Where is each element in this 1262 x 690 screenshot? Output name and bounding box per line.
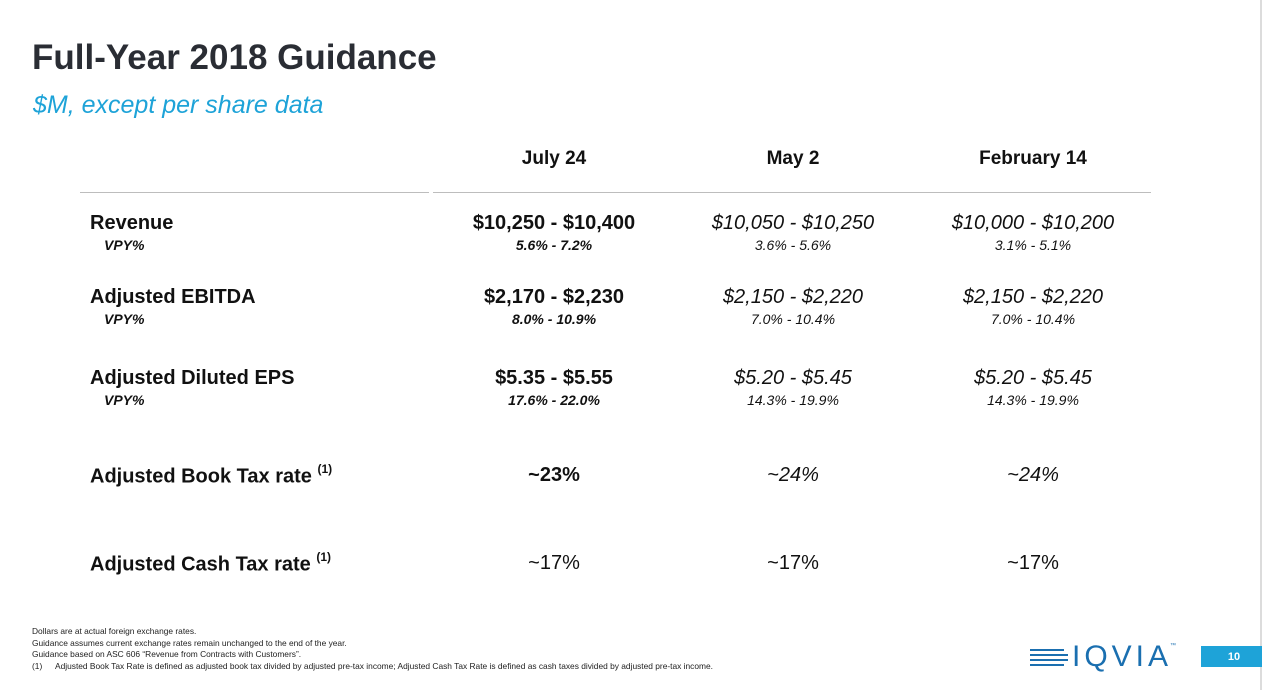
iqvia-logo: IQVIA ™ (1030, 640, 1178, 673)
iqvia-logo-text: IQVIA (1072, 640, 1173, 673)
footnote-note-1-text: Adjusted Book Tax Rate is defined as adj… (55, 660, 713, 671)
iqvia-logo-lines-icon (1030, 647, 1068, 667)
header-rule-labels (80, 192, 429, 193)
cell-book-tax-july-24: ~23% (528, 464, 580, 486)
cell-revenue-vpy-july-24: 5.6% - 7.2% (515, 237, 593, 253)
cash-tax-label-text: Adjusted Cash Tax rate (90, 553, 311, 576)
footnote-line-3: Guidance based on ASC 606 “Revenue from … (32, 649, 302, 659)
slide-title: Full-Year 2018 Guidance (32, 38, 437, 77)
column-header-may-2: May 2 (766, 148, 820, 169)
cell-ebitda-february-14: $2,150 - $2,220 (962, 286, 1104, 308)
cell-book-tax-february-14: ~24% (1007, 464, 1059, 486)
footnote-note-1: (1) Adjusted Book Tax Rate is defined as … (32, 661, 713, 673)
cell-eps-february-14: $5.20 - $5.45 (974, 367, 1092, 389)
cell-revenue-vpy-february-14: 3.1% - 5.1% (994, 237, 1072, 253)
cell-ebitda-vpy-may-2: 7.0% - 10.4% (750, 311, 836, 327)
row-sublabel-ebitda-vpy: VPY% (104, 311, 145, 327)
cell-ebitda-vpy-february-14: 7.0% - 10.4% (990, 311, 1076, 327)
row-sublabel-revenue-vpy: VPY% (104, 237, 145, 253)
cell-cash-tax-july-24: ~17% (528, 552, 580, 574)
cell-eps-vpy-may-2: 14.3% - 19.9% (747, 392, 839, 408)
iqvia-logo-trademark: ™ (1170, 643, 1177, 649)
slide-subtitle: $M, except per share data (33, 91, 324, 119)
header-rule-values (433, 192, 1151, 193)
book-tax-label-text: Adjusted Book Tax rate (90, 465, 312, 488)
row-label-adjusted-diluted-eps: Adjusted Diluted EPS (90, 367, 295, 389)
footnote-line-1: Dollars are at actual foreign exchange r… (32, 626, 197, 636)
row-label-adjusted-book-tax-rate: Adjusted Book Tax rate (1) (90, 462, 333, 489)
column-header-february-14: February 14 (979, 148, 1087, 169)
row-label-adjusted-ebitda: Adjusted EBITDA (90, 286, 256, 308)
cell-cash-tax-may-2: ~17% (767, 552, 819, 574)
cash-tax-footnote-marker: (1) (316, 550, 332, 564)
book-tax-footnote-marker: (1) (317, 462, 333, 476)
slide-edge-rule (1260, 0, 1262, 690)
row-label-adjusted-cash-tax-rate: Adjusted Cash Tax rate (1) (90, 550, 332, 577)
cell-revenue-vpy-may-2: 3.6% - 5.6% (754, 237, 832, 253)
cell-book-tax-may-2: ~24% (767, 464, 819, 486)
column-header-july-24: July 24 (521, 148, 587, 169)
cell-eps-may-2: $5.20 - $5.45 (734, 367, 852, 389)
footnote-line-2: Guidance assumes current exchange rates … (32, 637, 347, 648)
cell-cash-tax-february-14: ~17% (1007, 552, 1059, 574)
page-number-badge: 10 (1201, 646, 1262, 667)
cell-revenue-february-14: $10,000 - $10,200 (951, 212, 1115, 234)
cell-revenue-july-24: $10,250 - $10,400 (472, 212, 636, 234)
row-label-revenue: Revenue (90, 212, 174, 234)
cell-eps-july-24: $5.35 - $5.55 (495, 367, 613, 389)
cell-ebitda-may-2: $2,150 - $2,220 (722, 286, 864, 308)
row-sublabel-eps-vpy: VPY% (104, 392, 145, 408)
footnotes: Dollars are at actual foreign exchange r… (32, 626, 713, 672)
footnote-note-1-number: (1) (32, 660, 43, 671)
cell-eps-vpy-february-14: 14.3% - 19.9% (987, 392, 1079, 408)
cell-revenue-may-2: $10,050 - $10,250 (711, 212, 875, 234)
cell-eps-vpy-july-24: 17.6% - 22.0% (508, 392, 600, 408)
cell-ebitda-july-24: $2,170 - $2,230 (483, 286, 625, 308)
cell-ebitda-vpy-july-24: 8.0% - 10.9% (511, 311, 597, 327)
